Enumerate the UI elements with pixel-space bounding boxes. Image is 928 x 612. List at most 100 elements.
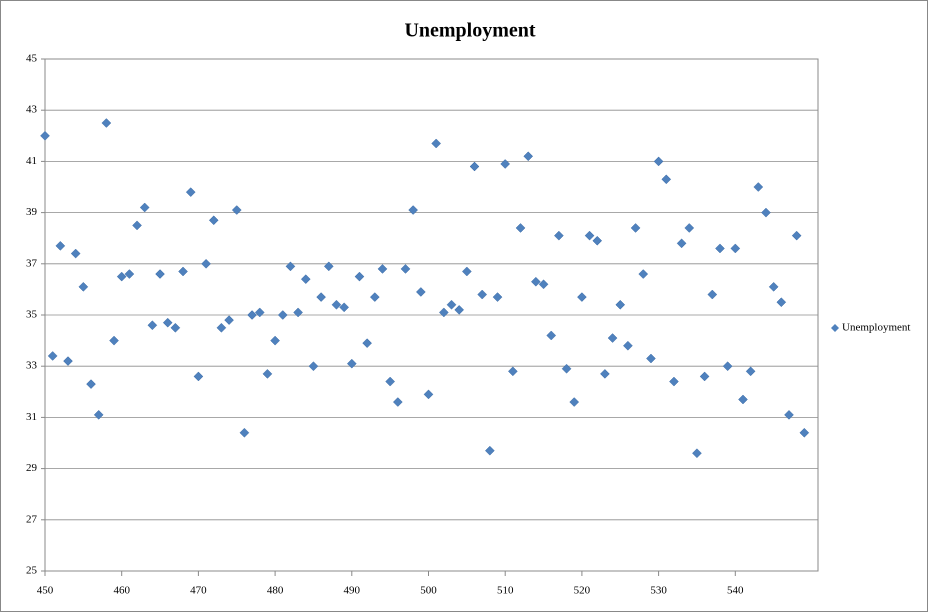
data-point (461, 266, 472, 277)
data-point (799, 427, 810, 438)
data-point (676, 238, 687, 249)
data-point (93, 409, 104, 420)
y-tick-label: 37 (26, 257, 38, 269)
data-point (78, 281, 89, 292)
data-point (47, 351, 58, 361)
data-point (400, 264, 411, 274)
data-point (124, 269, 135, 279)
data-point (369, 292, 380, 302)
x-tick-label: 530 (650, 585, 667, 597)
data-point (308, 361, 319, 372)
data-point (784, 409, 794, 420)
y-tick-label: 25 (26, 565, 38, 577)
data-point (768, 281, 779, 292)
data-point (170, 322, 181, 333)
data-point (63, 356, 73, 366)
data-point (162, 317, 173, 328)
data-point (531, 276, 541, 287)
data-point (277, 310, 288, 320)
data-point (707, 289, 718, 300)
data-point (408, 205, 419, 215)
data-point (224, 315, 234, 325)
data-point (699, 371, 710, 382)
x-tick-label: 480 (267, 585, 284, 597)
data-point (508, 366, 518, 377)
data-point (270, 335, 280, 346)
data-point (446, 299, 457, 310)
data-point (392, 397, 403, 407)
data-point (584, 230, 595, 241)
data-point (116, 271, 127, 282)
data-point (55, 241, 66, 251)
data-point (101, 118, 112, 128)
legend-label: Unemployment (842, 322, 910, 334)
data-point (485, 445, 495, 456)
x-tick-label: 520 (574, 585, 591, 597)
data-point (293, 307, 303, 318)
data-point (354, 271, 365, 282)
data-point (423, 389, 434, 400)
data-point (132, 220, 142, 231)
x-tick-label: 450 (37, 585, 54, 597)
data-point (339, 302, 349, 313)
data-point (646, 353, 656, 364)
data-point (316, 292, 326, 302)
data-point (201, 258, 211, 269)
data-point (239, 427, 250, 438)
data-point (231, 205, 242, 215)
data-point (684, 223, 695, 233)
data-point (738, 394, 748, 405)
data-point (577, 292, 587, 302)
data-point (262, 369, 273, 379)
data-point (592, 235, 603, 246)
data-point (638, 269, 649, 279)
data-point (346, 358, 357, 369)
data-point (615, 299, 626, 310)
data-point (600, 369, 610, 379)
data-point (362, 338, 372, 349)
x-tick-label: 500 (420, 585, 437, 597)
data-point (323, 261, 334, 272)
data-point (661, 174, 672, 185)
data-point (331, 299, 342, 310)
data-point (147, 320, 158, 331)
data-point (431, 138, 442, 149)
data-point (285, 261, 296, 272)
y-tick-label: 27 (26, 513, 38, 525)
data-point (469, 161, 480, 172)
x-tick-label: 540 (727, 585, 744, 597)
x-tick-label: 510 (497, 585, 514, 597)
data-point (254, 307, 265, 318)
data-point (178, 266, 188, 277)
data-point (623, 340, 633, 351)
data-point (745, 366, 756, 377)
data-point (155, 269, 165, 279)
data-point (377, 264, 388, 274)
legend-marker (831, 324, 839, 332)
data-point (415, 287, 426, 297)
data-point (730, 243, 741, 254)
data-point (492, 292, 503, 302)
y-tick-label: 35 (26, 309, 38, 321)
data-point (546, 330, 557, 341)
data-point (715, 243, 725, 254)
y-tick-label: 41 (26, 155, 37, 167)
chart-title: Unemployment (404, 20, 535, 42)
y-tick-label: 39 (26, 206, 38, 218)
data-point (791, 230, 802, 241)
x-tick-label: 490 (344, 585, 361, 597)
data-point (40, 130, 50, 141)
data-point (515, 223, 526, 233)
data-point (554, 230, 564, 241)
x-tick-label: 470 (190, 585, 207, 597)
data-point (569, 397, 580, 407)
x-tick-label: 460 (113, 585, 130, 597)
data-point (438, 307, 449, 318)
data-point (523, 151, 534, 162)
data-point (208, 215, 219, 226)
data-point (500, 159, 511, 169)
data-point (607, 333, 618, 343)
data-point (216, 322, 227, 333)
data-point (300, 274, 311, 285)
